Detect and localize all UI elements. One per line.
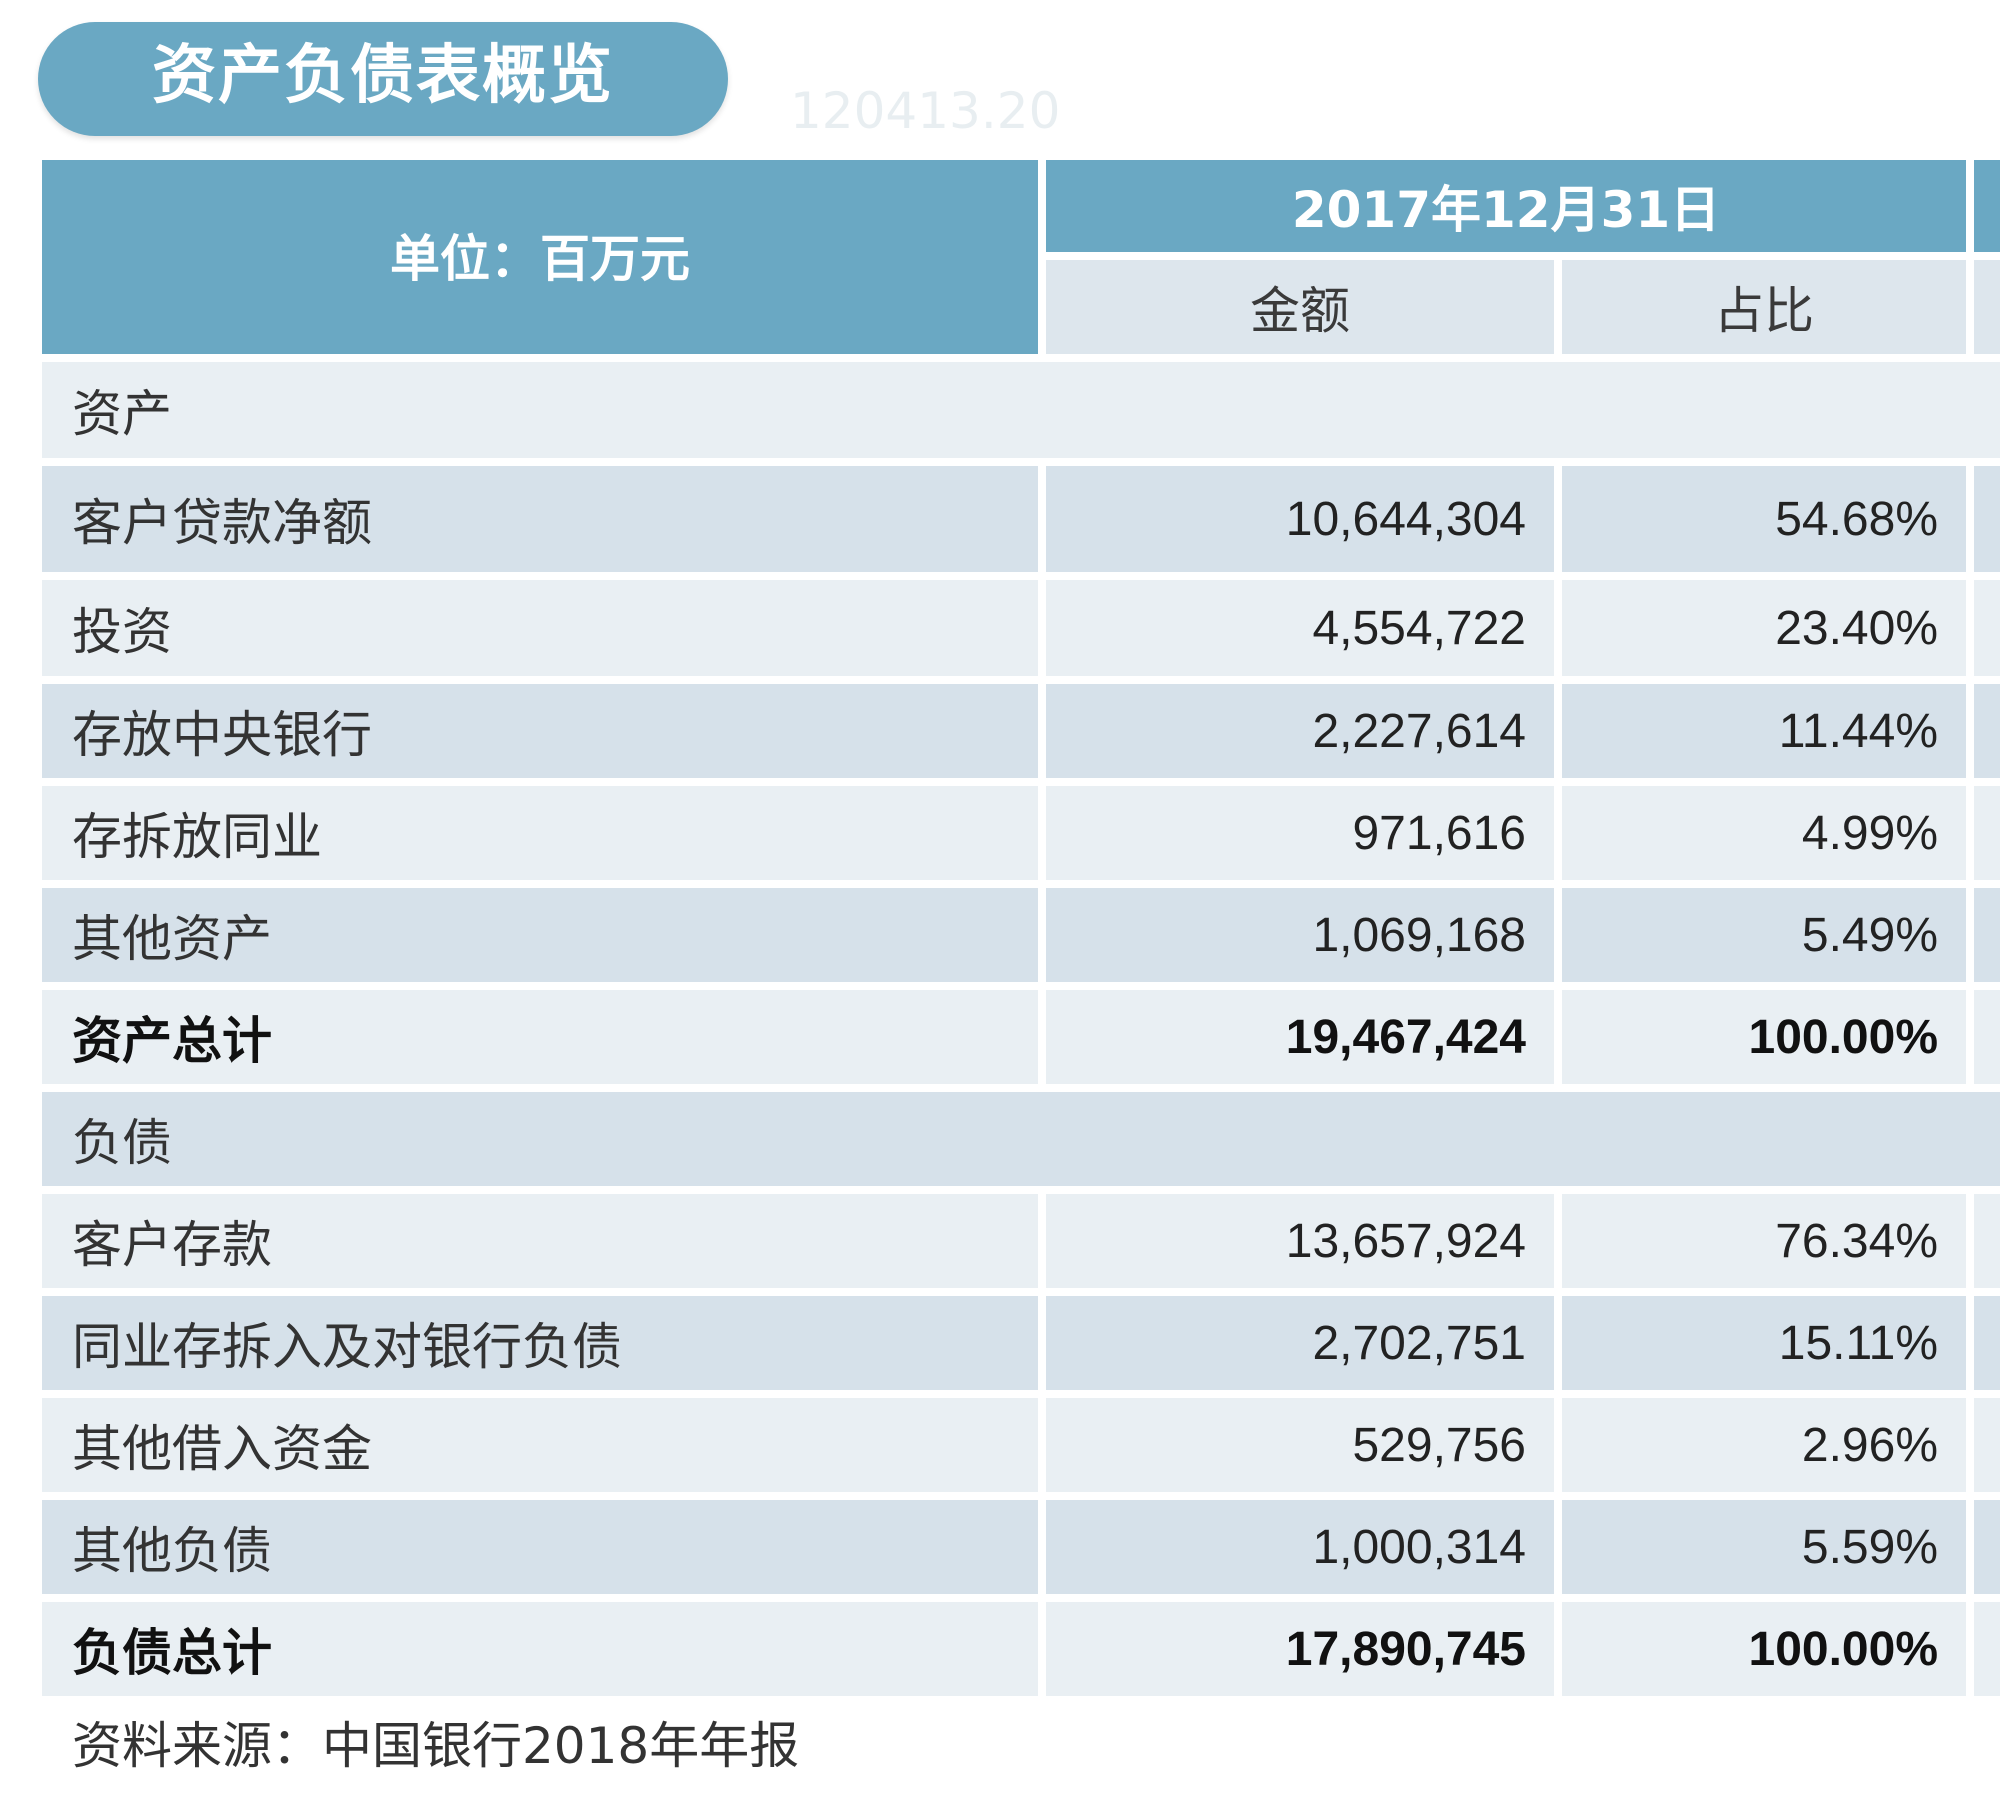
liabilities-total-amount: 17,890,745 — [1046, 1602, 1554, 1696]
table-row-edge — [1974, 1500, 2000, 1594]
ratio-column-header: 占比 — [1562, 260, 1966, 354]
amount-column-header: 金额 — [1046, 260, 1554, 354]
next-column-subheader-edge — [1974, 260, 2000, 354]
table-row-edge — [1974, 1194, 2000, 1288]
liabilities-total-label: 负债总计 — [42, 1602, 1038, 1696]
liabilities-total-ratio: 100.00% — [1562, 1602, 1966, 1696]
table-row-amount: 10,644,304 — [1046, 466, 1554, 572]
title-banner — [38, 22, 728, 136]
table-row-ratio: 54.68% — [1562, 466, 1966, 572]
date-label: 2017年12月31日 — [1291, 181, 1721, 239]
unit-header: 单位：百万元 — [42, 160, 1038, 354]
watermark: 120413.20 — [790, 82, 1061, 140]
assets-total-ratio: 100.00% — [1562, 990, 1966, 1084]
table-row-edge — [1974, 580, 2000, 676]
table-row-amount: 4,554,722 — [1046, 580, 1554, 676]
table-row-ratio: 15.11% — [1562, 1296, 1966, 1390]
source-note: 资料来源：中国银行2018年年报 — [72, 1717, 800, 1775]
table-row-label: 存拆放同业 — [42, 786, 1038, 880]
table-row-amount: 1,000,314 — [1046, 1500, 1554, 1594]
table-row-label: 存放中央银行 — [42, 684, 1038, 778]
section-assets: 资产 — [42, 362, 2000, 458]
table-row-label: 投资 — [42, 580, 1038, 676]
table-row-ratio: 23.40% — [1562, 580, 1966, 676]
next-column-header-edge — [1974, 160, 2000, 252]
unit-label: 单位：百万元 — [390, 230, 690, 288]
table-row-ratio: 2.96% — [1562, 1398, 1966, 1492]
table-row-edge — [1974, 888, 2000, 982]
date-header: 2017年12月31日 — [1046, 160, 1966, 252]
table-row-amount: 529,756 — [1046, 1398, 1554, 1492]
table-row-amount: 1,069,168 — [1046, 888, 1554, 982]
table-row-label: 其他负债 — [42, 1500, 1038, 1594]
page-title: 资产负债表概览 — [152, 39, 614, 113]
assets-total-label: 资产总计 — [42, 990, 1038, 1084]
table-row-label: 客户贷款净额 — [42, 466, 1038, 572]
table-row-ratio: 5.49% — [1562, 888, 1966, 982]
table-row-edge — [1974, 466, 2000, 572]
table-row-edge — [1974, 786, 2000, 880]
table-row-edge — [1974, 990, 2000, 1084]
table-row-label: 其他资产 — [42, 888, 1038, 982]
table-row-label: 同业存拆入及对银行负债 — [42, 1296, 1038, 1390]
table-row-ratio: 76.34% — [1562, 1194, 1966, 1288]
section-liabilities: 负债 — [42, 1092, 2000, 1186]
table-row-amount: 13,657,924 — [1046, 1194, 1554, 1288]
table-row-edge — [1974, 1296, 2000, 1390]
table-row-edge — [1974, 1398, 2000, 1492]
table-row-edge — [1974, 684, 2000, 778]
table-row-label: 客户存款 — [42, 1194, 1038, 1288]
table-row-ratio: 5.59% — [1562, 1500, 1966, 1594]
assets-total-amount: 19,467,424 — [1046, 990, 1554, 1084]
table-row-edge — [1974, 1602, 2000, 1696]
table-row-amount: 971,616 — [1046, 786, 1554, 880]
table-row-ratio: 4.99% — [1562, 786, 1966, 880]
table-row-ratio: 11.44% — [1562, 684, 1966, 778]
table-row-amount: 2,702,751 — [1046, 1296, 1554, 1390]
table-row-label: 其他借入资金 — [42, 1398, 1038, 1492]
table-row-amount: 2,227,614 — [1046, 684, 1554, 778]
